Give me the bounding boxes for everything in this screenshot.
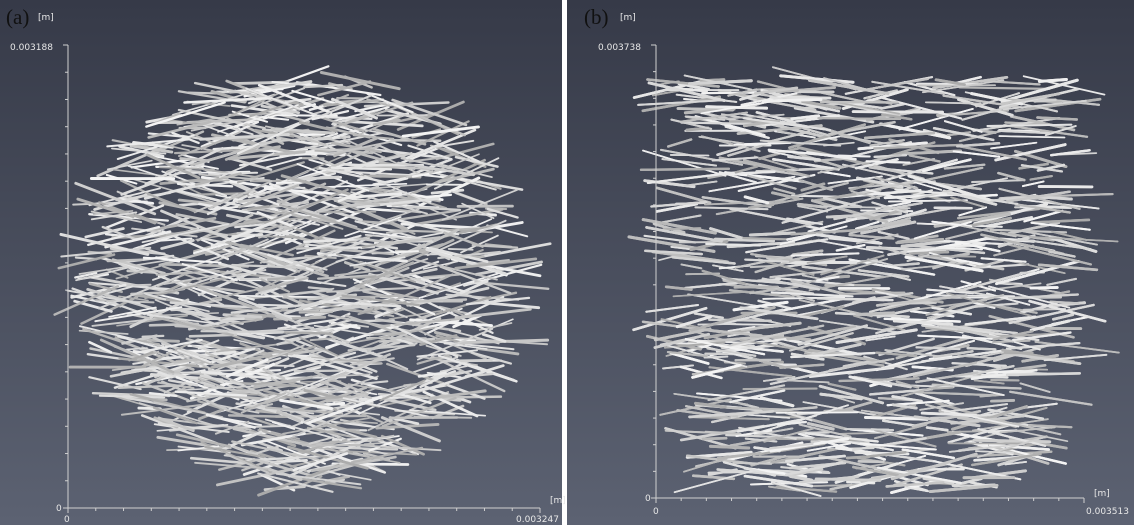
y-min: 0 bbox=[645, 494, 651, 504]
y-min: 0 bbox=[56, 504, 62, 514]
fiber bbox=[1007, 373, 1080, 374]
fiber bbox=[735, 287, 778, 288]
fiber bbox=[800, 432, 829, 433]
x-unit: [m] bbox=[550, 496, 566, 506]
panel-label: (b) bbox=[584, 5, 609, 29]
fiber bbox=[988, 125, 1072, 126]
fiber bbox=[710, 446, 748, 448]
fiber bbox=[867, 161, 910, 162]
fiber bbox=[841, 433, 883, 434]
x-max: 0.003247 bbox=[516, 515, 559, 525]
y-unit: [m] bbox=[620, 13, 636, 23]
fiber bbox=[1035, 100, 1056, 102]
fiber bbox=[295, 371, 341, 372]
fiber bbox=[449, 249, 473, 250]
panel-label: (a) bbox=[6, 5, 29, 29]
fiber bbox=[857, 313, 894, 315]
fiber bbox=[750, 233, 794, 235]
fiber bbox=[838, 156, 870, 157]
y-unit: [m] bbox=[38, 13, 54, 23]
fiber bbox=[703, 438, 726, 439]
x-max: 0.003513 bbox=[1086, 507, 1129, 517]
y-max: 0.003738 bbox=[598, 43, 641, 53]
x-min: 0 bbox=[64, 515, 70, 525]
fiber bbox=[671, 155, 709, 156]
fiber bbox=[1031, 288, 1057, 289]
fiber bbox=[706, 244, 760, 246]
fiber bbox=[284, 332, 333, 333]
fiber bbox=[816, 479, 880, 481]
fiber bbox=[974, 440, 1049, 442]
fiber bbox=[935, 208, 972, 209]
fiber bbox=[968, 348, 996, 349]
fiber bbox=[1039, 80, 1066, 82]
fiber bbox=[338, 429, 359, 430]
fiber bbox=[259, 305, 291, 306]
fiber bbox=[840, 293, 904, 294]
fiber bbox=[992, 400, 1014, 401]
fiber bbox=[229, 415, 287, 416]
fiber bbox=[743, 238, 787, 239]
fiber bbox=[853, 112, 942, 113]
x-min: 0 bbox=[653, 507, 659, 517]
fiber bbox=[931, 388, 952, 389]
fiber bbox=[744, 389, 817, 390]
x-unit: [m] bbox=[1094, 489, 1110, 499]
fiber bbox=[108, 260, 142, 261]
fiber bbox=[663, 228, 700, 229]
fiber bbox=[202, 331, 284, 332]
figure: (a) [m] 0.003188 0 0 0.003247 [m] (b) [m… bbox=[0, 0, 1134, 525]
fiber bbox=[818, 118, 900, 119]
fiber bbox=[790, 97, 830, 98]
y-max: 0.003188 bbox=[10, 43, 53, 53]
fiber bbox=[821, 102, 898, 103]
fiber bbox=[777, 412, 858, 413]
fiber bbox=[763, 99, 821, 101]
fiber bbox=[960, 87, 1050, 89]
fiber bbox=[702, 92, 756, 93]
fiber bbox=[845, 429, 889, 430]
fiber bbox=[641, 169, 729, 170]
fiber bbox=[332, 168, 391, 170]
fiber bbox=[734, 463, 771, 464]
fiber bbox=[300, 312, 332, 313]
